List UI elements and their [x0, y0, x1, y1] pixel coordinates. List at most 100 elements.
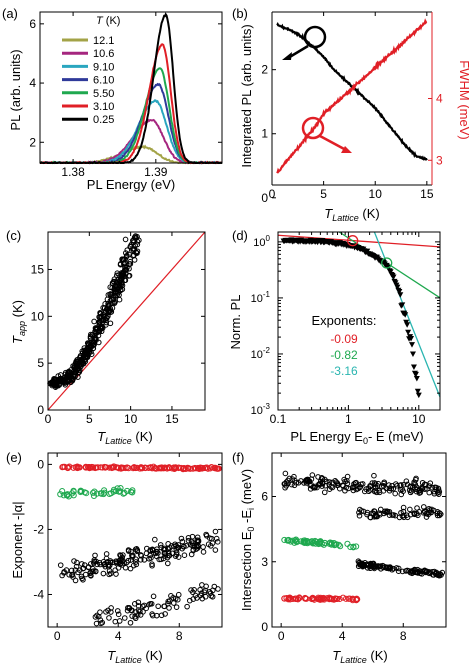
data-point-black-upper: [154, 546, 160, 552]
data-point-red: [330, 596, 337, 603]
legend-entry: 3.10: [93, 101, 114, 113]
indicator-circle-black: [303, 25, 327, 49]
data-point-black-upper: [392, 490, 398, 497]
x-axis-label-subscript: Lattice: [105, 436, 132, 446]
data-point: [405, 329, 412, 336]
data-point: [87, 335, 94, 342]
data-point-black-lower: [191, 587, 197, 593]
data-point-black-middle: [430, 507, 437, 514]
x-tick-label: 8: [176, 629, 183, 643]
y-tick-label: 3: [261, 555, 268, 569]
x-axis-label-main: PL Energy E: [290, 429, 363, 444]
data-point-red: [172, 464, 179, 472]
data-point-black-upper: [172, 553, 179, 559]
legend-entry: 10.6: [93, 48, 114, 60]
data-point-black-middle: [411, 511, 418, 518]
data-point-black-upper: [189, 542, 196, 549]
legend-entry: 9.10: [93, 61, 114, 73]
data-point-black-upper: [73, 563, 80, 570]
data-point-black-middle: [364, 511, 370, 518]
data-point-black-lower: [162, 611, 168, 617]
data-point: [97, 325, 103, 331]
panel-a: 1.38 1.39 2 4 6 T (K) 12.110.69.10 6.105.503.10…: [2, 6, 223, 192]
data-point-black-lower: [173, 604, 180, 610]
y-axis-label: Tapp (K): [10, 300, 27, 344]
data-point-black-upper: [212, 547, 219, 553]
data-point-green: [108, 490, 115, 497]
y-tick-label: -2: [33, 522, 44, 536]
y-tick-exponent: -3: [263, 402, 271, 411]
data-point-black-upper: [164, 554, 171, 561]
x-axis-label-unit: (K): [359, 206, 380, 221]
data-point-black-upper: [386, 482, 392, 488]
data-point: [115, 277, 121, 283]
data-point-black-upper: [185, 534, 192, 541]
data-point-black-upper: [78, 561, 85, 567]
data-point-green: [330, 539, 338, 547]
y-axis-label: Intersection E0 -Ei (meV): [239, 469, 256, 611]
series-line-5.50: [39, 67, 223, 165]
data-point-black-upper: [353, 479, 359, 486]
data-point-black-upper: [312, 484, 318, 491]
data-point-green: [129, 487, 136, 494]
data-point-black-upper: [283, 482, 290, 489]
legend-entry: 0.25: [93, 114, 114, 126]
y-tick-base: 10: [251, 405, 263, 417]
data-point-black-upper: [321, 489, 328, 496]
data-point-black-upper: [326, 479, 333, 485]
data-point-green: [97, 490, 105, 497]
data-point-black-upper: [125, 548, 132, 554]
data-point: [76, 358, 82, 364]
data-point-green: [293, 538, 300, 546]
data-point-green: [129, 489, 136, 496]
data-point-black-upper: [431, 490, 438, 497]
data-point-black-lower: [209, 593, 216, 600]
data-point: [399, 302, 406, 308]
data-point-black-upper: [181, 552, 188, 558]
data-point: [84, 347, 91, 354]
data-point: [108, 292, 115, 298]
y-tick-label: 0: [37, 403, 44, 417]
data-point-green: [300, 537, 307, 544]
data-point-black-upper: [329, 484, 336, 491]
data-point-green: [306, 539, 313, 546]
panel-label: (e): [6, 450, 22, 465]
y-tick-label: 10-1: [251, 290, 271, 305]
data-point-red: [308, 595, 315, 603]
data-point-black-lower: [170, 595, 176, 601]
data-point-black-upper: [156, 556, 162, 563]
data-point: [93, 335, 99, 342]
data-point-red: [349, 597, 356, 604]
data-point-black-upper: [344, 480, 351, 487]
data-point-red: [294, 596, 301, 603]
x-tick-label: 10: [124, 412, 138, 426]
data-point-black-upper: [344, 473, 351, 480]
data-point-red: [334, 595, 341, 602]
data-point-black-upper: [173, 549, 180, 556]
data-point-red: [99, 464, 106, 471]
y-tick-label: 2: [261, 63, 268, 77]
plot-frame: [39, 11, 223, 164]
data-point-red: [72, 464, 79, 471]
data-point-black-lower: [153, 612, 160, 619]
data-point-red: [345, 595, 352, 602]
data-point-black-lower: [94, 612, 100, 619]
data-point-black-upper: [120, 552, 126, 558]
y-tick-label: 10: [31, 309, 45, 323]
data-point-red: [66, 463, 73, 470]
data-point-black-middle: [434, 512, 441, 519]
data-point-black-lower: [438, 572, 444, 578]
data-point-black-lower: [374, 564, 381, 570]
x-tick-label: 15: [420, 187, 434, 201]
data-point-black-lower: [198, 590, 205, 596]
data-point-green: [353, 543, 360, 550]
x-axis-label-symbol: T: [332, 648, 341, 663]
data-point-black-lower: [127, 619, 134, 626]
series-line-9.10: [39, 99, 223, 165]
data-point: [70, 373, 76, 379]
data-point-black-middle: [377, 511, 383, 518]
data-point-red: [311, 596, 318, 603]
data-point-black-upper: [314, 484, 320, 491]
data-point: [396, 288, 403, 295]
data-point: [130, 247, 136, 254]
